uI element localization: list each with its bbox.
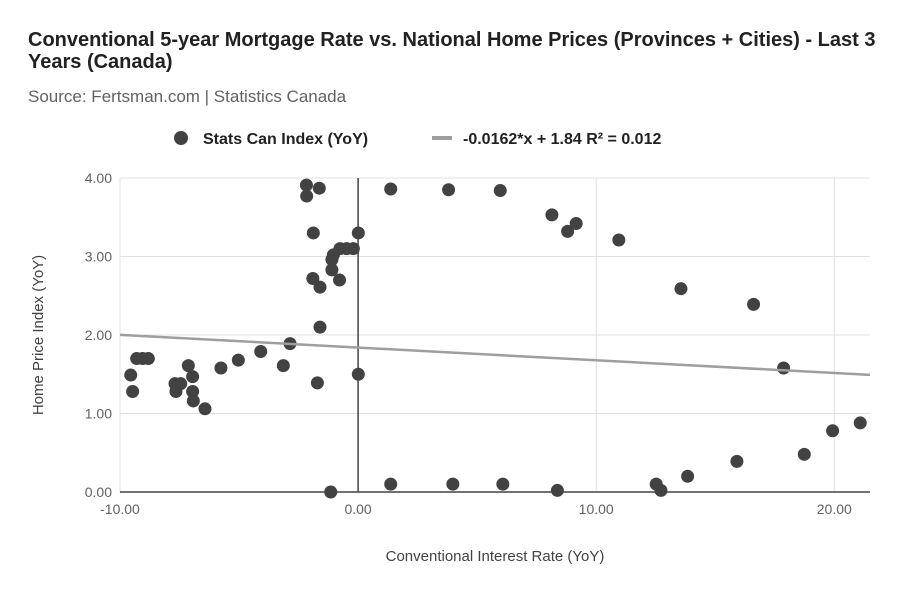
data-point xyxy=(654,483,668,497)
data-point xyxy=(312,181,326,195)
y-tick-label: 2.00 xyxy=(85,327,112,343)
data-point xyxy=(747,297,761,311)
data-point xyxy=(493,184,507,198)
data-point xyxy=(384,477,398,491)
data-point xyxy=(214,361,228,375)
y-axis-label: Home Price Index (YoY) xyxy=(30,255,47,415)
y-tick-label: 1.00 xyxy=(85,406,112,422)
data-point xyxy=(324,485,338,499)
y-tick-label: 3.00 xyxy=(85,249,112,265)
x-axis-label: Conventional Interest Rate (YoY) xyxy=(386,548,605,565)
data-point xyxy=(313,320,327,334)
chart-subtitle: Source: Fertsman.com | Statistics Canada xyxy=(28,87,347,106)
data-point xyxy=(186,385,200,399)
data-point xyxy=(299,178,313,192)
legend: Stats Can Index (YoY) -0.0162*x + 1.84 R… xyxy=(174,131,661,148)
data-point xyxy=(797,447,811,461)
tick-labels: 0.001.002.003.004.00-10.00 0.00 10.00 20.00 xyxy=(85,170,852,517)
data-point xyxy=(276,359,290,373)
data-point xyxy=(325,263,339,277)
legend-label-series: Stats Can Index (YoY) xyxy=(203,131,368,148)
data-point xyxy=(231,353,245,367)
x-tick-label: 0.00 xyxy=(344,501,371,517)
data-point xyxy=(333,273,347,287)
data-point xyxy=(446,477,460,491)
data-point xyxy=(198,402,212,416)
legend-label-trendline: -0.0162*x + 1.84 R² = 0.012 xyxy=(463,131,661,148)
data-point xyxy=(346,242,360,256)
data-point xyxy=(169,385,183,399)
x-tick-label: -10.00 xyxy=(100,501,140,517)
data-point xyxy=(569,217,583,231)
data-point xyxy=(730,454,744,468)
data-point xyxy=(545,208,559,222)
data-point xyxy=(442,183,456,197)
x-tick-label: 10.00 xyxy=(579,501,614,517)
data-point xyxy=(681,469,695,483)
data-point xyxy=(561,224,575,238)
trendline xyxy=(119,333,871,377)
data-point xyxy=(384,182,398,196)
data-point xyxy=(181,359,195,373)
data-points xyxy=(124,178,867,499)
data-point xyxy=(306,226,320,240)
data-point xyxy=(306,271,320,285)
data-point xyxy=(126,385,140,399)
data-point xyxy=(674,282,688,296)
data-point xyxy=(550,483,564,497)
y-tick-label: 0.00 xyxy=(85,484,112,500)
data-point xyxy=(254,344,268,358)
gridlines xyxy=(119,177,870,493)
legend-marker-series xyxy=(174,131,188,145)
data-point xyxy=(826,424,840,438)
data-point xyxy=(141,352,155,366)
data-point xyxy=(612,233,626,247)
data-point xyxy=(351,226,365,240)
y-tick-label: 4.00 xyxy=(85,170,112,186)
data-point xyxy=(186,370,200,384)
data-point xyxy=(351,367,365,381)
data-point xyxy=(310,376,324,390)
chart-title: Conventional 5-year Mortgage Rate vs. Na… xyxy=(28,29,876,73)
x-tick-label: 20.00 xyxy=(817,501,852,517)
data-point xyxy=(325,253,339,267)
data-point xyxy=(853,416,867,430)
data-point xyxy=(313,280,327,294)
data-point xyxy=(777,361,791,375)
data-point xyxy=(124,368,138,382)
data-point xyxy=(186,394,200,408)
data-point xyxy=(496,477,510,491)
data-point xyxy=(300,189,314,203)
